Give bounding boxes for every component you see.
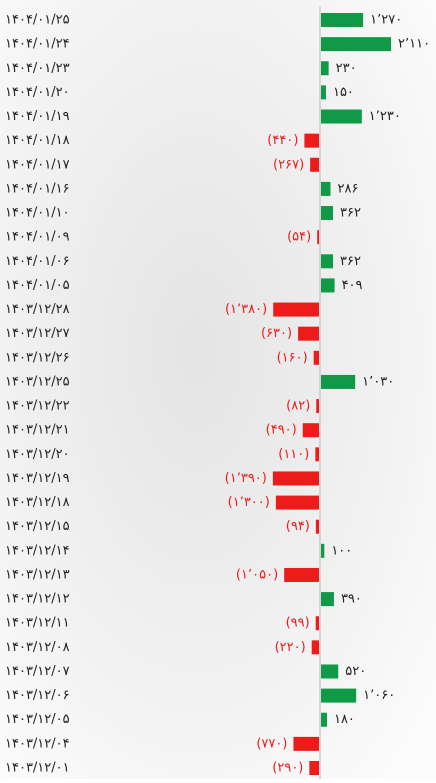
- category-label: ۱۴۰۳/۱۲/۲۱: [5, 423, 70, 438]
- value-label: (۹۴): [286, 519, 310, 534]
- bar: [312, 640, 319, 654]
- category-label: ۱۴۰۳/۱۲/۲۰: [5, 447, 70, 462]
- bar: [303, 423, 319, 437]
- bar: [276, 496, 319, 510]
- bar: [284, 568, 319, 582]
- value-label: ۱۰۰: [331, 543, 352, 558]
- bar: [321, 689, 356, 703]
- category-label: ۱۴۰۴/۰۱/۰۹: [5, 230, 70, 245]
- value-label: ۱۸۰: [334, 712, 355, 727]
- bar: [316, 520, 319, 534]
- category-label: ۱۴۰۴/۰۱/۱۸: [5, 133, 70, 148]
- category-label: ۱۴۰۴/۰۱/۰۵: [5, 278, 70, 293]
- bar: [321, 61, 329, 75]
- bar: [310, 158, 319, 172]
- category-label: ۱۴۰۳/۱۲/۲۷: [5, 326, 70, 341]
- category-label: ۱۴۰۴/۰۱/۲۳: [5, 61, 70, 76]
- category-label: ۱۴۰۳/۱۲/۱۹: [5, 471, 70, 486]
- category-label: ۱۴۰۴/۰۱/۲۰: [5, 85, 70, 100]
- value-label: (۱۶۰): [277, 350, 308, 365]
- bar: [316, 616, 319, 630]
- bar: [321, 85, 326, 99]
- category-label: ۱۴۰۴/۰۱/۱۶: [5, 181, 70, 196]
- category-label: ۱۴۰۴/۰۱/۱۹: [5, 109, 70, 124]
- category-label: ۱۴۰۳/۱۲/۰۴: [5, 736, 70, 751]
- category-label: ۱۴۰۳/۱۲/۲۸: [5, 302, 70, 317]
- bar: [304, 134, 319, 148]
- category-label: ۱۴۰۳/۱۲/۱۲: [5, 592, 70, 607]
- value-label: (۷۷۰): [256, 736, 287, 751]
- category-label: ۱۴۰۴/۰۱/۰۶: [5, 254, 70, 269]
- value-label: (۱٬۳۰۰): [228, 495, 270, 510]
- category-label: ۱۴۰۳/۱۲/۲۵: [5, 374, 70, 389]
- category-label: ۱۴۰۳/۱۲/۲۶: [5, 350, 70, 365]
- category-label: ۱۴۰۴/۰۱/۱۷: [5, 157, 70, 172]
- value-label: (۹۹): [286, 616, 310, 631]
- value-label: ۲۸۶: [337, 181, 358, 196]
- bar: [321, 664, 338, 678]
- value-label: (۲۹۰): [272, 761, 303, 776]
- bar: [273, 303, 319, 317]
- value-label: (۱٬۰۵۰): [236, 567, 278, 582]
- value-label: ۱٬۲۷۰: [370, 13, 402, 28]
- bar: [316, 399, 319, 413]
- category-label: ۱۴۰۳/۱۲/۰۶: [5, 688, 70, 703]
- value-label: ۳۶۲: [340, 254, 361, 269]
- category-label: ۱۴۰۳/۱۲/۱۵: [5, 519, 70, 534]
- bar: [321, 375, 355, 389]
- bar: [315, 447, 319, 461]
- value-label: ۱٬۲۳۰: [369, 109, 401, 124]
- bar: [321, 713, 327, 727]
- value-label: (۲۶۷): [273, 157, 304, 172]
- page: ۱۴۰۴/۰۱/۲۵ ۱٬۲۷۰ ۱۴۰۴/۰۱/۲۴ ۲٬۱۱۰ ۱۴۰۴/۰۱/۲۳…: [0, 0, 436, 779]
- category-label: ۱۴۰۳/۱۲/۰۵: [5, 712, 70, 727]
- bar: [314, 351, 319, 365]
- category-label: ۱۴۰۳/۱۲/۱۱: [5, 616, 70, 631]
- bar: [321, 182, 330, 196]
- category-label: ۱۴۰۳/۱۲/۰۷: [5, 664, 70, 679]
- value-label: (۲۲۰): [275, 640, 306, 655]
- value-label: ۱۵۰: [333, 85, 354, 100]
- category-label: ۱۴۰۳/۱۲/۱۴: [5, 543, 70, 558]
- bar: [309, 761, 319, 775]
- value-label: ۴۰۹: [342, 278, 363, 293]
- value-label: (۱٬۳۹۰): [225, 471, 267, 486]
- category-label: ۱۴۰۴/۰۱/۲۴: [5, 37, 70, 52]
- value-label: (۱۱۰): [278, 447, 309, 462]
- bar: [321, 110, 362, 124]
- bar: [273, 471, 319, 485]
- value-label: ۱٬۰۳۰: [362, 374, 394, 389]
- bar: [321, 254, 333, 268]
- category-label: ۱۴۰۴/۰۱/۲۵: [5, 13, 70, 28]
- category-label: ۱۴۰۳/۱۲/۰۸: [5, 640, 70, 655]
- value-label: ۵۲۰: [345, 664, 366, 679]
- value-label: (۴۹۰): [266, 423, 297, 438]
- bar: [321, 206, 333, 220]
- bar: [317, 230, 319, 244]
- bar: [298, 327, 319, 341]
- category-label: ۱۴۰۳/۱۲/۱۸: [5, 495, 70, 510]
- value-label: ۳۹۰: [341, 592, 362, 607]
- value-label: ۳۶۲: [340, 206, 361, 221]
- category-label: ۱۴۰۳/۱۲/۲۲: [5, 399, 70, 414]
- bar: [321, 13, 363, 27]
- value-label: (۶۳۰): [261, 326, 292, 341]
- category-label: ۱۴۰۳/۱۲/۱۳: [5, 567, 70, 582]
- chart: ۱۴۰۴/۰۱/۲۵ ۱٬۲۷۰ ۱۴۰۴/۰۱/۲۴ ۲٬۱۱۰ ۱۴۰۴/۰۱/۲۳…: [0, 0, 436, 779]
- bar: [293, 737, 319, 751]
- value-label: (۴۴۰): [267, 133, 298, 148]
- value-label: (۵۴): [287, 230, 311, 245]
- bar: [321, 37, 391, 51]
- category-label: ۱۴۰۴/۰۱/۱۰: [5, 206, 70, 221]
- bar: [321, 592, 334, 606]
- bar: [321, 278, 335, 292]
- category-label: ۱۴۰۳/۱۲/۰۱: [5, 761, 70, 776]
- value-label: (۱٬۳۸۰): [225, 302, 267, 317]
- value-label: ۲٬۱۱۰: [398, 37, 430, 52]
- bar: [321, 544, 324, 558]
- value-label: ۲۳۰: [336, 61, 357, 76]
- value-label: (۸۲): [286, 399, 310, 414]
- value-label: ۱٬۰۶۰: [363, 688, 395, 703]
